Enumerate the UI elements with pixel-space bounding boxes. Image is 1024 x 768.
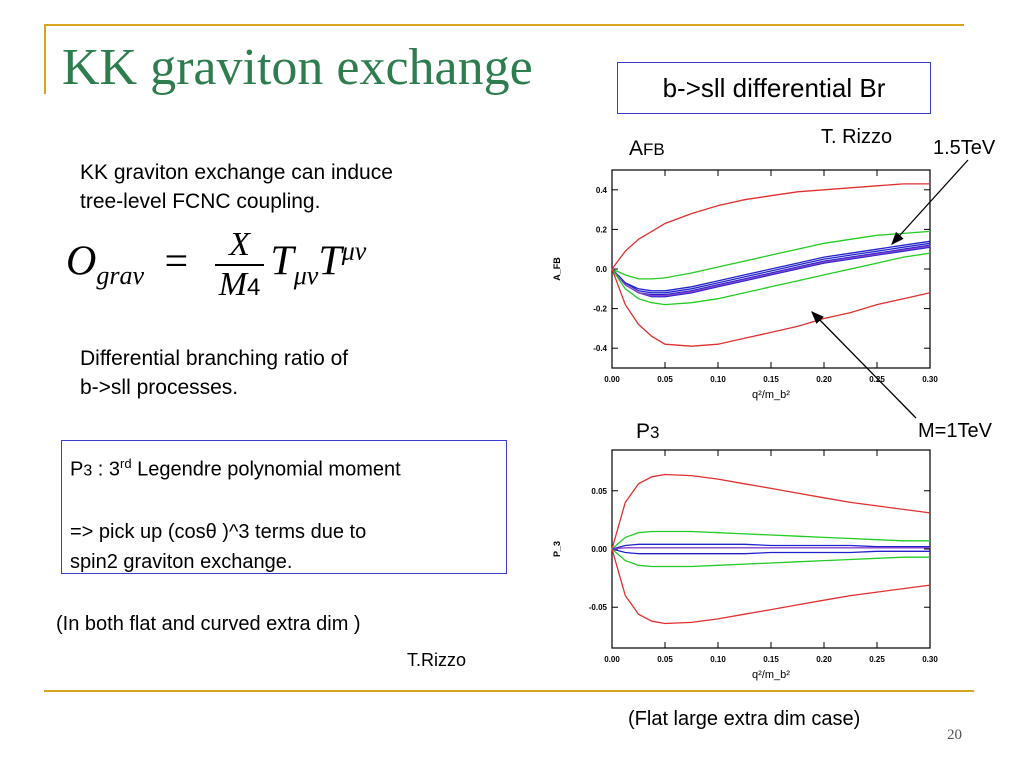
eq-fraction: X M4 xyxy=(214,226,265,304)
series-line-1 xyxy=(611,230,931,280)
diff-line-1: Differential branching ratio of xyxy=(80,347,349,370)
y-tick-label: 0.00 xyxy=(591,545,607,554)
x-tick-label: 0.00 xyxy=(604,655,620,664)
x-tick-label: 0.15 xyxy=(763,655,779,664)
intro-text: KK graviton exchange can induce tree-lev… xyxy=(80,158,393,216)
legendre-line-2: => pick up (cosθ )^3 terms due to xyxy=(70,520,367,543)
series-line-3 xyxy=(611,547,930,550)
series-line-0 xyxy=(611,473,931,550)
y-axis-label: A_FB xyxy=(552,257,562,281)
x-tick-label: 0.00 xyxy=(604,375,620,384)
series-line-1 xyxy=(611,530,930,550)
x-tick-label: 0.10 xyxy=(710,655,726,664)
bottom-rule xyxy=(44,690,974,692)
tev15-label: 1.5TeV xyxy=(933,137,996,159)
intro-line-2: tree-level FCNC coupling. xyxy=(80,190,321,213)
series-line-6 xyxy=(611,245,931,297)
x-tick-label: 0.05 xyxy=(657,375,673,384)
series-line-4 xyxy=(611,548,930,555)
y-tick-label: 0.0 xyxy=(596,265,608,274)
p3-chart: 0.00 0.05 0.10 0.15 0.20 0.25 0.30 -0.05 0.00 0.0… xyxy=(552,449,938,681)
eq-t2: T xyxy=(318,238,342,285)
series-line-8 xyxy=(611,268,931,347)
eq-t2-sup: μν xyxy=(341,236,367,266)
ordinal-suffix: rd xyxy=(120,456,132,471)
x-tick-label: 0.15 xyxy=(763,375,779,384)
legendre-box: P3 : 3rd Legendre polynomial moment => p… xyxy=(61,440,507,574)
series-line-0 xyxy=(611,183,930,270)
series-line-3 xyxy=(611,242,931,294)
eq-equals: = xyxy=(164,238,189,285)
p3-label: P3 xyxy=(636,420,659,444)
eq-numerator: X xyxy=(214,226,265,266)
eq-t1-sub: μν xyxy=(293,261,319,291)
rizzo-label: T. Rizzo xyxy=(821,126,893,148)
x-tick-label: 0.20 xyxy=(816,375,832,384)
y-axis-label: P_3 xyxy=(552,541,562,557)
slide-title: KK graviton exchange xyxy=(62,39,533,96)
afb-a: A xyxy=(629,137,644,160)
legendre-desc: Legendre polynomial moment xyxy=(131,458,401,481)
x-tick-label: 0.05 xyxy=(657,655,673,664)
x-tick-label: 0.10 xyxy=(710,375,726,384)
y-tick-label: -0.4 xyxy=(593,344,607,353)
header-box: b->sll differential Br xyxy=(617,62,931,114)
x-tick-label: 0.30 xyxy=(922,375,938,384)
eq-lhs: O xyxy=(66,238,97,285)
p3-idx: 3 xyxy=(650,423,660,442)
afb-sub: FB xyxy=(643,140,665,159)
x-tick-label: 0.25 xyxy=(869,375,885,384)
eq-den-letter: M xyxy=(218,266,248,303)
eq-den-power: 4 xyxy=(247,274,261,301)
y-tick-label: -0.2 xyxy=(593,305,607,314)
both-note: (In both flat and curved extra dim ) xyxy=(56,613,361,635)
y-tick-label: 0.2 xyxy=(596,225,608,234)
p-index: 3 xyxy=(83,462,93,480)
page-number: 20 xyxy=(947,727,962,743)
x-axis-label: q²/m_b² xyxy=(752,669,790,681)
diff-line-2: b->sll processes. xyxy=(80,376,239,399)
legendre-line-3: spin2 graviton exchange. xyxy=(70,550,293,573)
left-rule xyxy=(44,24,46,94)
p-letter: P xyxy=(70,458,84,481)
credit-left: T.Rizzo xyxy=(407,650,467,670)
series-line-6 xyxy=(611,548,931,625)
eq-lhs-sub: grav xyxy=(96,261,145,291)
afb-label: AFB xyxy=(629,137,665,161)
m1tev-label: M=1TeV xyxy=(918,420,992,442)
p3-p: P xyxy=(636,420,651,443)
eq-denominator: M4 xyxy=(215,266,265,304)
y-tick-label: 0.4 xyxy=(596,186,608,195)
flat-note: (Flat large extra dim case) xyxy=(628,708,861,730)
y-tick-label: -0.05 xyxy=(589,603,608,612)
series-line-2 xyxy=(611,543,930,550)
y-tick-label: 0.05 xyxy=(591,487,607,496)
top-rule xyxy=(44,24,964,26)
intro-line-1: KK graviton exchange can induce xyxy=(80,161,393,184)
afb-chart: 0.00 0.05 0.10 0.15 0.20 0.25 0.30 -0.4 -0.2 0.0 0… xyxy=(552,169,938,401)
x-axis-label: q²/m_b² xyxy=(752,389,790,401)
eq-t1: T xyxy=(270,238,294,285)
series-line-7 xyxy=(611,252,931,306)
legendre-line-1: P3 : 3rd Legendre polynomial moment xyxy=(70,449,498,487)
x-tick-label: 0.25 xyxy=(869,655,885,664)
diff-text: Differential branching ratio of b->sll p… xyxy=(80,344,348,402)
x-tick-label: 0.20 xyxy=(816,655,832,664)
series-line-2 xyxy=(611,240,931,292)
ordinal-number: : 3 xyxy=(92,458,121,481)
plot-frame xyxy=(611,449,931,649)
series-line-5 xyxy=(611,548,930,568)
x-tick-label: 0.30 xyxy=(922,655,938,664)
equation: Ograv = X M4 TμνTμν xyxy=(66,226,366,304)
